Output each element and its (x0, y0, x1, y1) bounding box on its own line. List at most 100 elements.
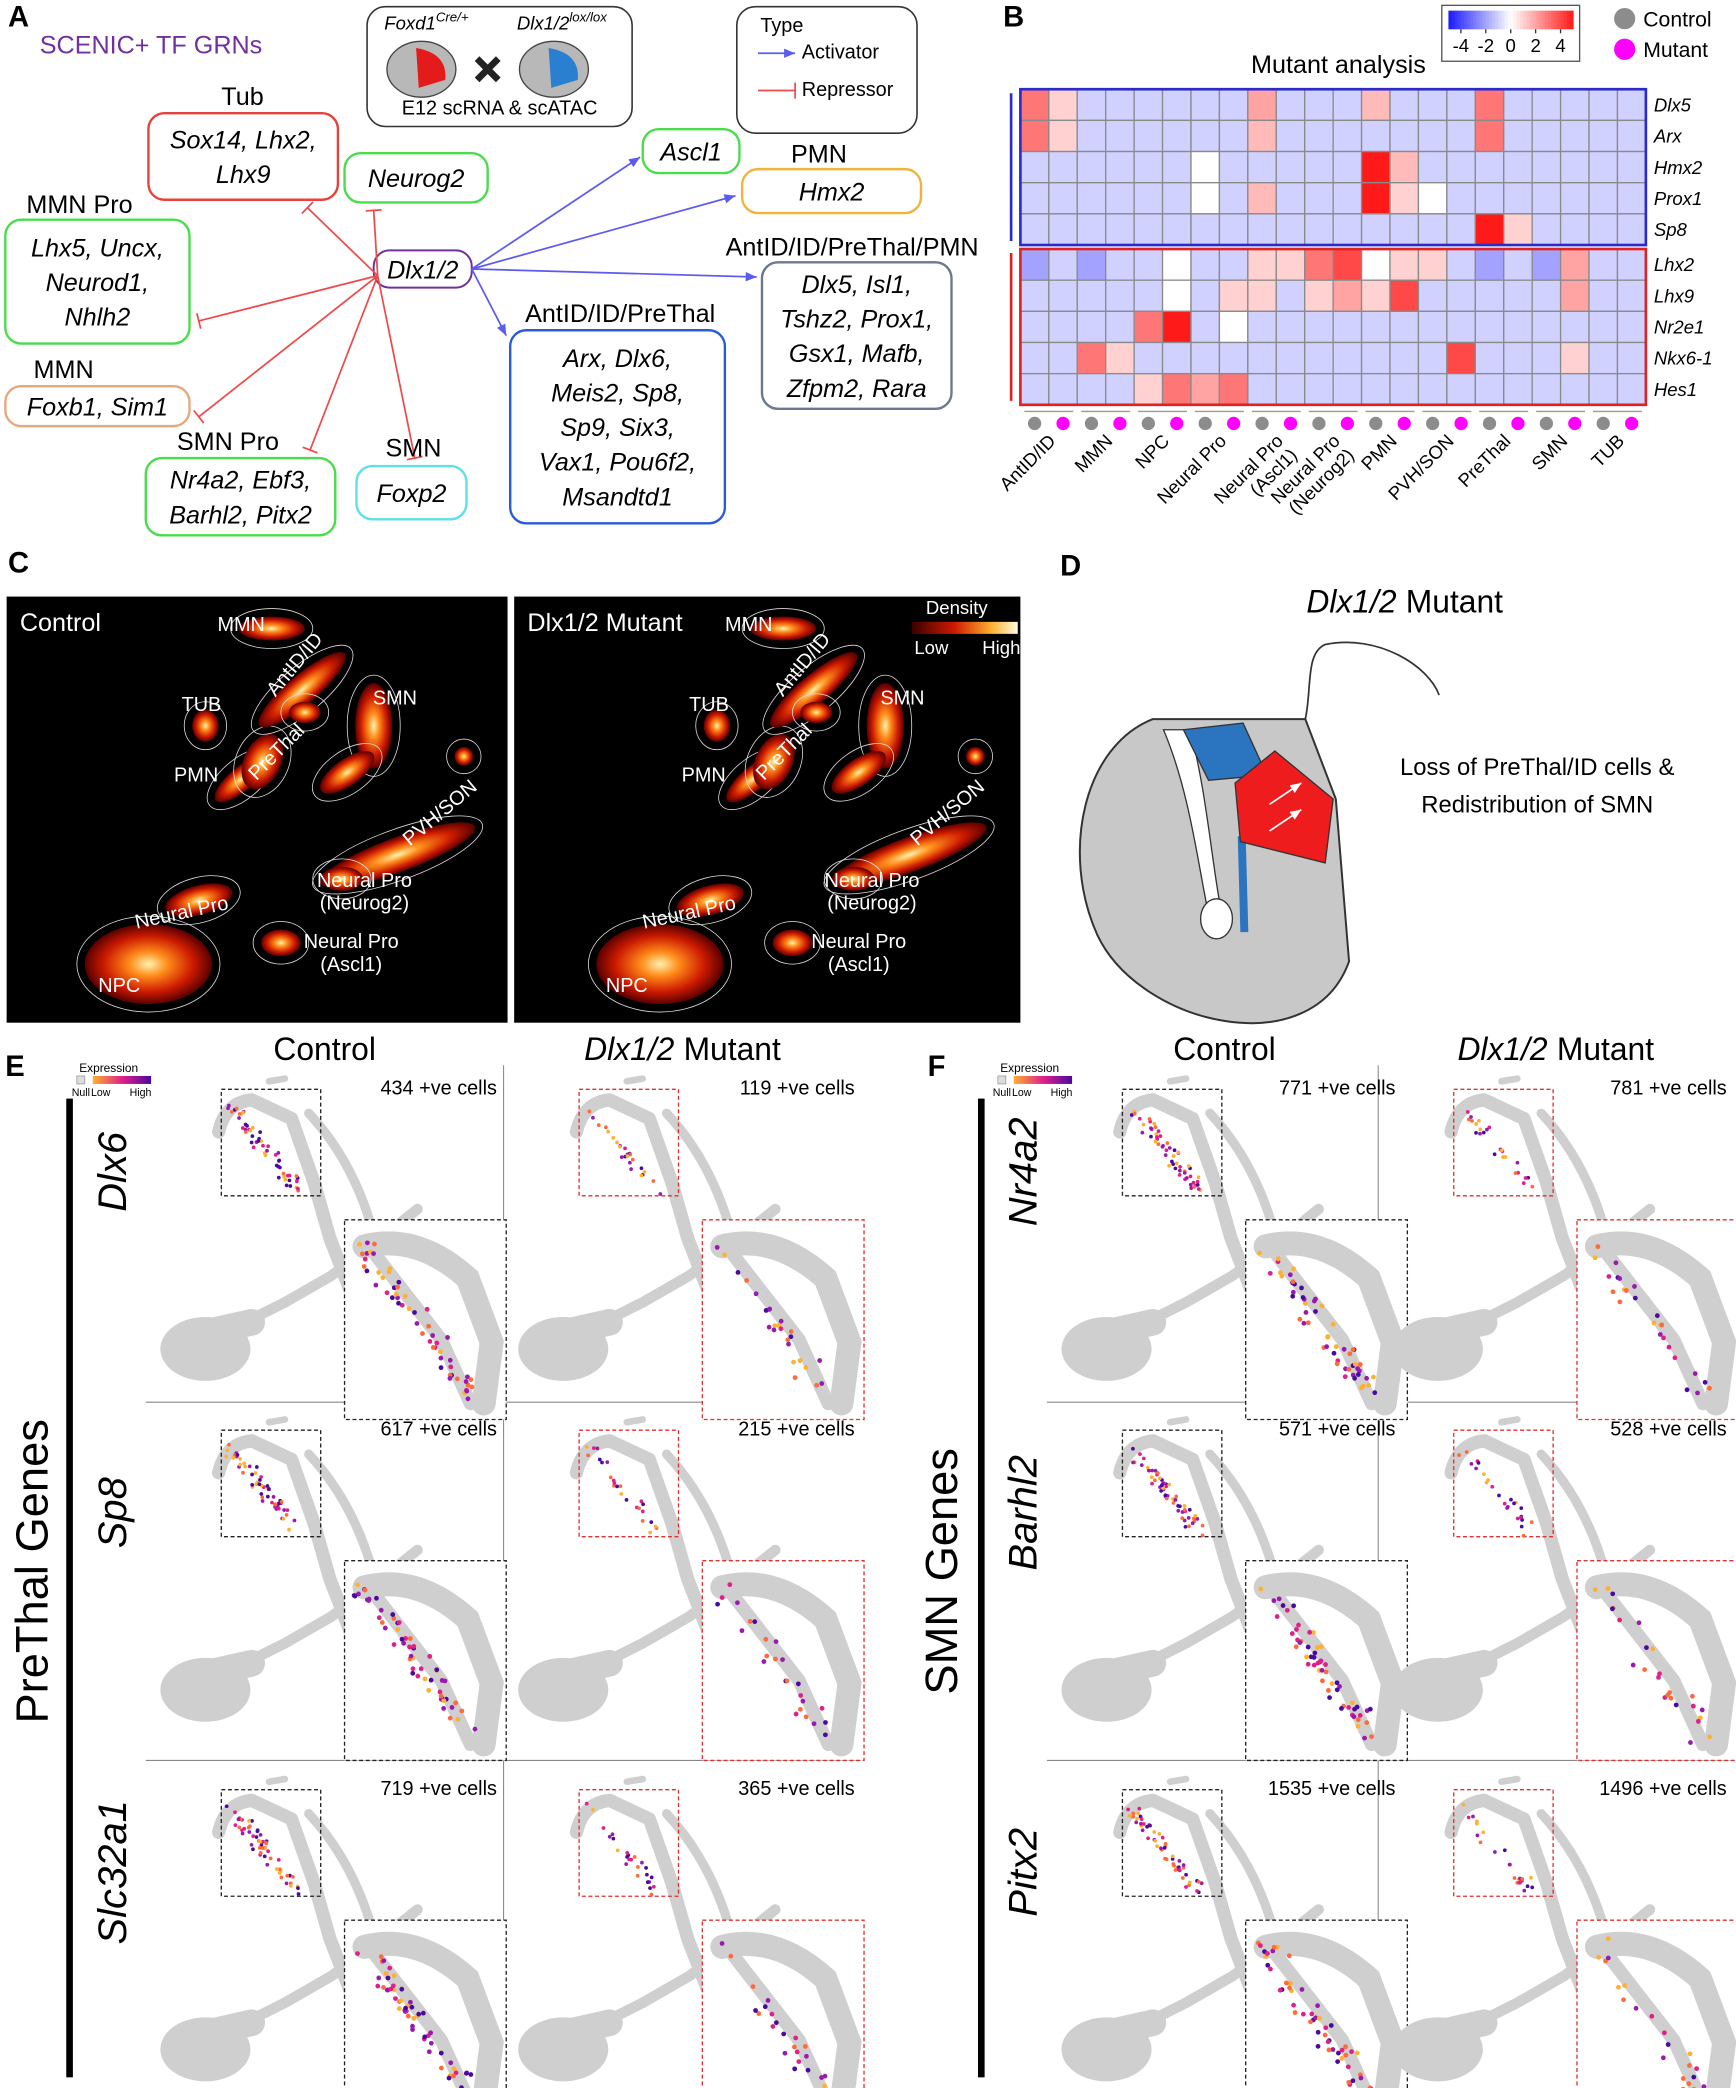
expression-dot (769, 2011, 775, 2017)
legend-expression-bar (92, 1075, 152, 1084)
expression-dot (1334, 1361, 1340, 1367)
heatmap-cell (1531, 213, 1562, 246)
colorbar-step (1554, 10, 1559, 30)
expression-dot (764, 1653, 770, 1659)
heatmap-cell (1474, 119, 1505, 153)
expression-dot (224, 1454, 229, 1459)
heatmap-cell (1190, 150, 1221, 184)
label-line: NPC (98, 975, 140, 997)
heatmap-cell (1531, 88, 1562, 122)
row-group-outline (1019, 247, 1648, 407)
expression-dot (352, 1593, 358, 1599)
expression-dot (1182, 1518, 1187, 1523)
expression-dot (763, 1636, 769, 1642)
expression-dot (1277, 1987, 1283, 1993)
expression-dot (1160, 1144, 1165, 1149)
node-label: MMN Pro (26, 191, 132, 219)
expression-dot (1323, 1669, 1329, 1675)
expression-dot (1520, 1877, 1525, 1881)
label-line: TUB (1587, 430, 1628, 471)
expression-dot (378, 1954, 384, 1960)
x-tick-label: TUB (1587, 430, 1628, 471)
density-contour (280, 693, 330, 732)
tf-node-box (760, 261, 953, 411)
expression-dot (465, 1374, 470, 1380)
heatmap-cell (1019, 150, 1050, 184)
expression-dot (1139, 1821, 1143, 1826)
expression-dot (251, 1847, 255, 1852)
heatmap-cell (1247, 119, 1277, 153)
expression-dot (1319, 1303, 1325, 1309)
expression-dot (1330, 2047, 1336, 2052)
expression-dot (1153, 1468, 1158, 1473)
repression-edge-bar (193, 409, 205, 424)
expression-dot (469, 1384, 475, 1390)
heatmap-cell (1133, 119, 1164, 153)
expression-dot (273, 1153, 278, 1157)
heatmap-cell (1503, 372, 1533, 406)
expression-dot (1355, 1717, 1361, 1723)
colorbar-step (1566, 10, 1571, 30)
heatmap-cell (1161, 213, 1192, 246)
expression-dot (384, 1290, 390, 1296)
expression-dot (1308, 1654, 1314, 1660)
expression-dot (625, 1851, 630, 1855)
activation-edge-head (723, 194, 736, 204)
expression-dot (372, 1241, 377, 1247)
expression-dot (277, 1871, 282, 1875)
density-contour (695, 701, 739, 751)
cluster-label: PMN (174, 765, 218, 787)
heatmap-cell (1417, 213, 1448, 246)
heatmap-cell (1247, 248, 1277, 281)
colorbar-step (1557, 10, 1562, 30)
expression-dot (1265, 1962, 1271, 1968)
expression-dot (1152, 1121, 1157, 1126)
expression-dot (752, 1619, 758, 1625)
expression-dot (629, 1857, 634, 1862)
expression-dot (1268, 1966, 1273, 1972)
density-blob (355, 683, 393, 769)
heatmap-cell (1474, 279, 1505, 313)
heatmap-cell (1332, 248, 1363, 281)
expression-dot (1617, 1617, 1622, 1623)
gene-group-label: SMN Genes (916, 1448, 967, 1695)
heatmap-cell (1133, 88, 1164, 122)
expression-dot (1196, 1187, 1201, 1191)
umap-cells (661, 1809, 734, 1931)
panel-title: SCENIC+ TF GRNs (40, 31, 262, 59)
expression-dot (1699, 1707, 1705, 1713)
expression-dot (451, 2073, 456, 2079)
heatmap-cell (1190, 341, 1221, 375)
expression-dot (756, 2011, 762, 2016)
expression-dot (376, 1270, 382, 1275)
heatmap-cell (1503, 150, 1533, 184)
umap-cells (1205, 1809, 1277, 1931)
expression-dot (600, 1460, 604, 1465)
heatmap-cell (1389, 372, 1420, 406)
heatmap-cell (1588, 279, 1619, 313)
expression-dot (1469, 1115, 1473, 1119)
expression-dot (1328, 2023, 1334, 2028)
umap-cells (304, 1809, 376, 1931)
expression-dot (1605, 1936, 1611, 1942)
condition-dot (1113, 416, 1127, 431)
tf-node-box (4, 384, 191, 428)
expression-dot (803, 1714, 809, 1720)
heatmap-cell (1133, 279, 1164, 313)
colorbar-step (1492, 10, 1496, 30)
density-contour (741, 608, 825, 649)
expression-dot (1349, 2049, 1354, 2055)
density-contour (183, 701, 228, 751)
heatmap-cell (1417, 372, 1448, 406)
label-line: NPC (606, 975, 648, 997)
expression-dot (391, 1642, 397, 1647)
positive-cell-count: 528 +ve cells (1610, 1418, 1727, 1440)
expression-dot (1187, 1507, 1192, 1512)
activation-edge-head (497, 323, 507, 336)
expression-dot (1271, 1944, 1277, 1950)
expression-dot (1150, 1468, 1155, 1473)
gene-list: Ascl1 (658, 138, 722, 166)
condition-dot (1141, 416, 1155, 431)
expression-dot (1354, 1704, 1360, 1710)
expression-dot (265, 1494, 270, 1499)
